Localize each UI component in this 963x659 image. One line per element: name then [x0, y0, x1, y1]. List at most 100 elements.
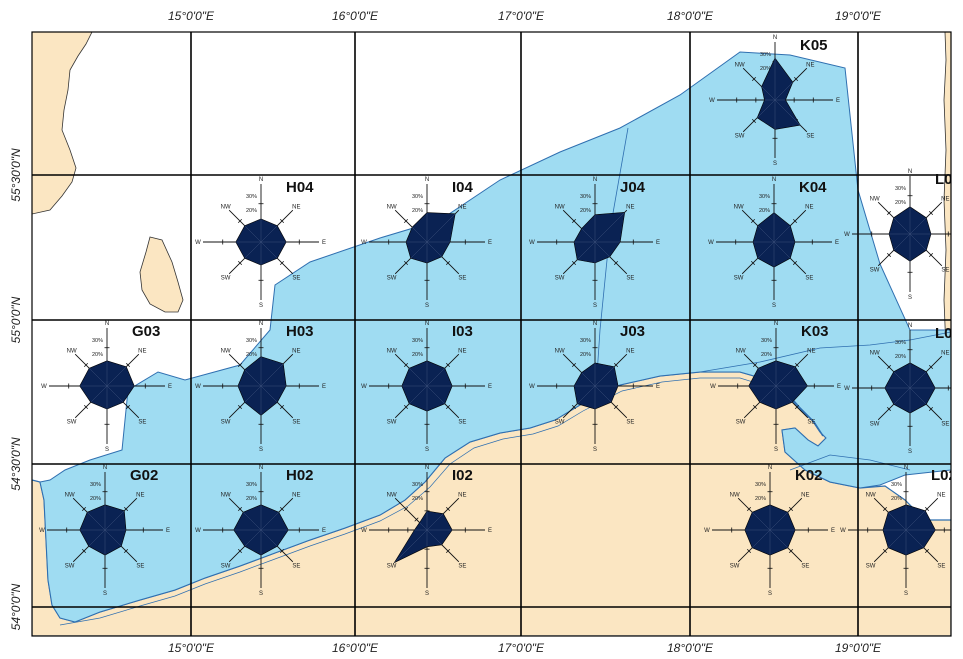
rose-direction-label: NW	[555, 205, 565, 211]
rose-tick	[882, 548, 888, 554]
rose-direction-label: SE	[805, 275, 813, 281]
rose-ring-label: 30%	[759, 194, 770, 200]
rose-tick	[750, 260, 756, 266]
rose-tick	[403, 362, 409, 368]
rose-tick	[886, 406, 892, 412]
wind-roses: NNEESESSWWNW30%20%K05NNEESESSWWNW30%20%H…	[39, 35, 951, 597]
rose-ring-label: 30%	[246, 194, 257, 200]
rose-direction-label: NW	[65, 493, 75, 499]
rose-ring-label: 20%	[755, 496, 766, 502]
rose-ring-label: 30%	[761, 338, 772, 344]
rose-direction-label: E	[656, 240, 660, 246]
rose-direction-label: W	[704, 528, 710, 534]
rose-direction-label: SW	[387, 563, 397, 569]
rose-direction-label: NW	[67, 349, 77, 355]
rose-direction-label: S	[772, 303, 776, 309]
rose-tick	[788, 548, 794, 554]
rose-direction-label: E	[166, 528, 170, 534]
rose-ring-label: 30%	[412, 338, 423, 344]
rose-ring-label: 30%	[90, 482, 101, 488]
rose-inner-axis	[594, 241, 611, 258]
rose-direction-label: S	[105, 447, 109, 453]
grid-cell-label: K05	[800, 37, 828, 54]
rose-ring-label: 20%	[895, 200, 906, 206]
rose-inner-axis	[243, 512, 262, 531]
rose-direction-label: E	[656, 384, 660, 390]
rose-ring-label: 30%	[412, 194, 423, 200]
rose-inner-axis	[757, 99, 776, 118]
rose-ring-label: 30%	[580, 194, 591, 200]
rose-tick	[237, 404, 243, 410]
rose-direction-label: SW	[734, 275, 744, 281]
grid-cell-label: H04	[286, 179, 314, 196]
rose-direction-label: SW	[387, 419, 397, 425]
longitude-labels-top: 15°0'0"E 16°0'0"E 17°0'0"E 18°0'0"E 19°0…	[168, 9, 882, 23]
rose-direction-label: S	[593, 447, 597, 453]
rose-inner-axis	[888, 512, 907, 531]
rose-ring-label: 30%	[92, 338, 103, 344]
rose-tick	[613, 404, 619, 410]
rose-tick	[125, 404, 131, 410]
rose-inner-axis	[260, 225, 278, 243]
rose-tick	[83, 362, 89, 368]
rose-direction-label: W	[529, 384, 535, 390]
rose-inner-axis	[774, 82, 793, 101]
rose-direction-label: SW	[735, 133, 745, 139]
rose-inner-axis	[577, 385, 596, 404]
rose-direction-label: S	[768, 591, 772, 597]
rose-direction-label: W	[840, 528, 846, 534]
rose-tick	[928, 406, 934, 412]
lat-label-left: 54°0'0"N	[9, 583, 23, 630]
rose-tick	[928, 210, 934, 216]
rose-tick	[886, 210, 892, 216]
rose-ring-label: 20%	[90, 496, 101, 502]
rose-direction-label: W	[195, 240, 201, 246]
rose-inner-axis	[106, 366, 127, 387]
rose-direction-label: NE	[626, 205, 634, 211]
rose-tick	[924, 506, 930, 512]
rose-inner-axis	[909, 217, 927, 235]
rose-direction-label: W	[710, 384, 716, 390]
wind-rose-k03: N NE E SE S SW W NW 30% 20% K03	[710, 321, 841, 453]
rose-direction-label: E	[322, 528, 326, 534]
rose-ring-label: 20%	[761, 352, 772, 358]
rose-direction-label: NE	[806, 63, 814, 69]
rose-ring-label: 20%	[891, 496, 902, 502]
grid-cell-label: K02	[795, 467, 823, 484]
rose-direction-label: NW	[870, 351, 880, 357]
grid-cell-label: J03	[620, 323, 645, 340]
lon-label-bottom: 17°0'0"E	[498, 641, 545, 655]
rose-direction-label: SW	[870, 421, 880, 427]
rose-inner-axis	[409, 368, 428, 387]
rose-direction-label: W	[844, 232, 850, 238]
rose-tick	[123, 548, 129, 554]
rose-tick	[279, 404, 285, 410]
lon-label-bottom: 15°0'0"E	[168, 641, 215, 655]
rose-direction-label: SW	[221, 275, 231, 281]
rose-inner-axis	[752, 529, 771, 548]
rose-inner-axis	[893, 387, 911, 405]
rose-direction-label: NW	[387, 349, 397, 355]
rose-tick	[886, 364, 892, 370]
rose-inner-axis	[88, 529, 106, 547]
rose-direction-label: E	[836, 98, 840, 104]
rose-inner-axis	[89, 368, 108, 387]
grid-cell-label: I04	[452, 179, 474, 196]
lon-label-top: 19°0'0"E	[835, 9, 882, 23]
rose-ring-label: 20%	[412, 352, 423, 358]
rose-direction-label: S	[259, 447, 263, 453]
rose-direction-label: N	[593, 177, 597, 183]
rose-inner-axis	[409, 385, 428, 404]
coastline-inner	[59, 377, 767, 626]
rose-direction-label: NW	[555, 349, 565, 355]
rose-ring-label: 20%	[895, 354, 906, 360]
rose-inner-axis	[752, 512, 771, 531]
rose-ring-label: 30%	[760, 52, 771, 58]
rose-direction-label: NW	[221, 349, 231, 355]
rose-direction-label: W	[709, 98, 715, 104]
wind-rose-k02: N NE E SE S SW W NW 30% 20% K02	[704, 465, 835, 597]
rose-direction-label: SW	[730, 563, 740, 569]
rose-direction-label: S	[259, 303, 263, 309]
rose-tick	[746, 506, 752, 512]
